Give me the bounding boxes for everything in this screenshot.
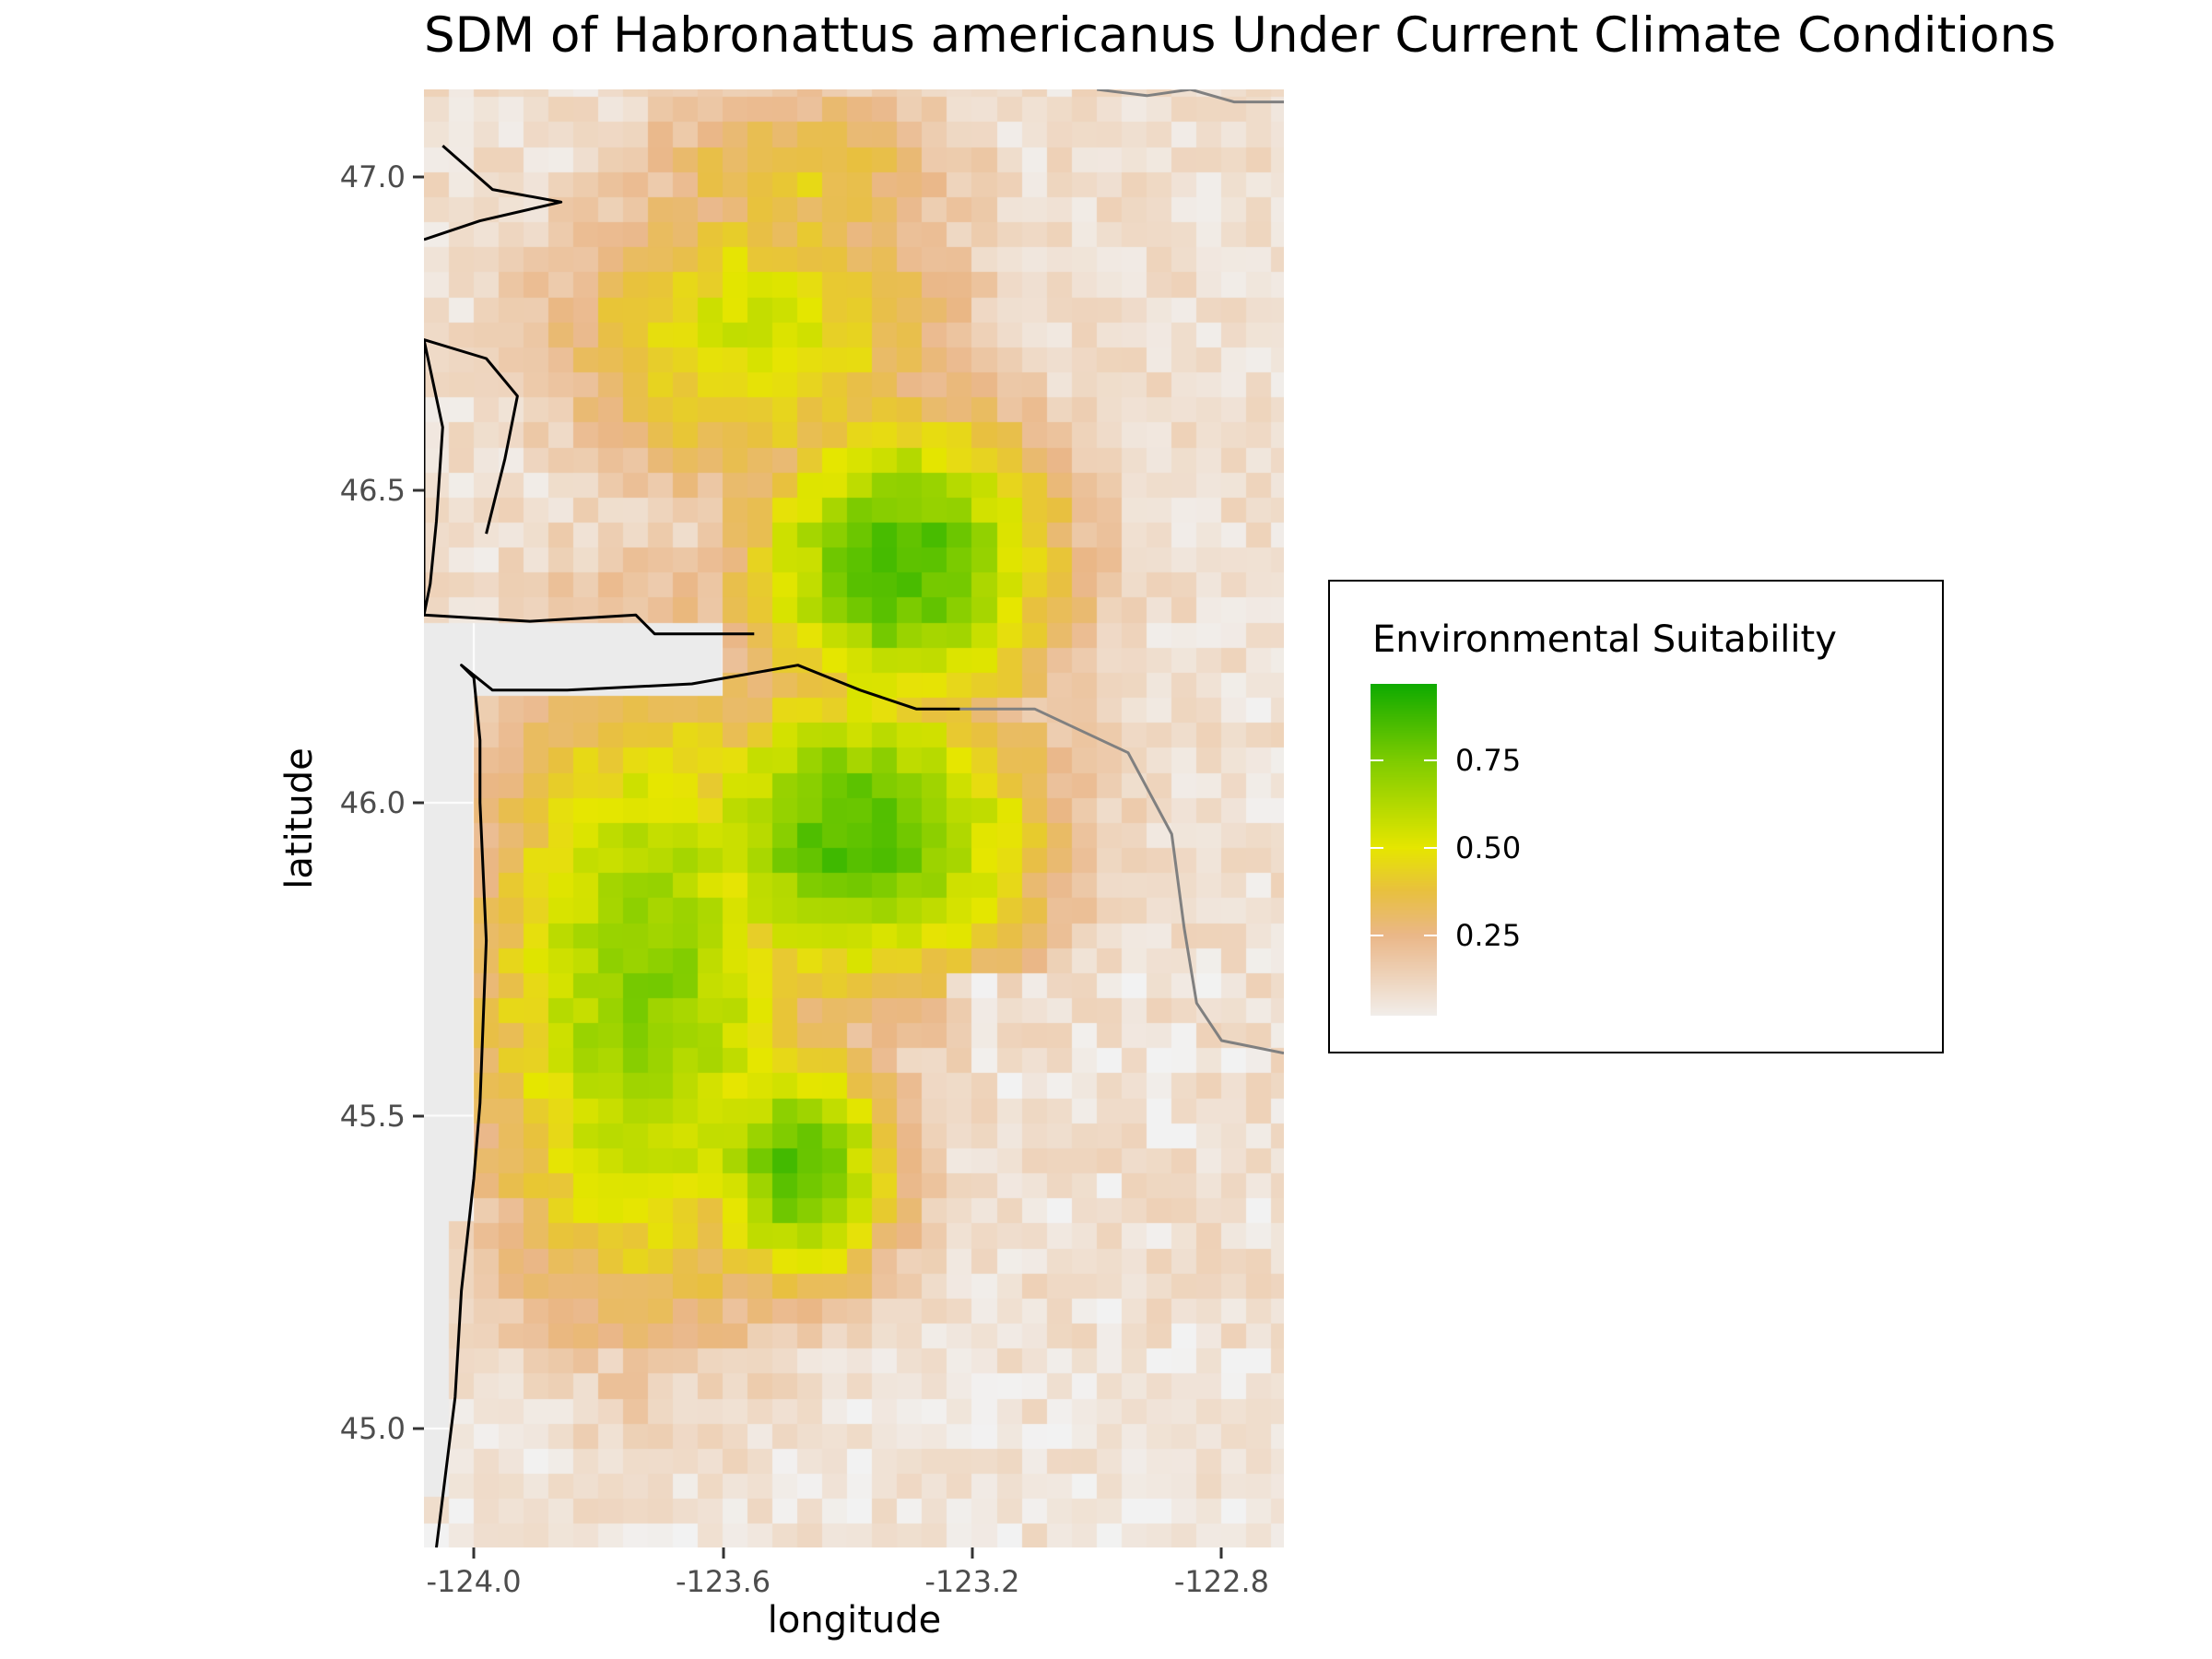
grays-harbor-line <box>424 144 563 241</box>
x-tick-label: -123.6 <box>675 1564 771 1599</box>
coastline <box>435 664 960 1547</box>
x-tick-mark <box>1219 1547 1223 1559</box>
river-shoreline <box>959 707 1284 1055</box>
y-tick-mark <box>413 1427 424 1430</box>
legend-tick-mark <box>1371 934 1383 936</box>
y-tick-label: 46.0 <box>339 785 406 821</box>
x-tick-label: -124.0 <box>426 1564 522 1599</box>
y-tick-label: 45.0 <box>339 1410 406 1446</box>
legend-tick-mark <box>1424 934 1437 936</box>
legend-tick-mark <box>1424 759 1437 762</box>
y-tick-mark <box>413 1114 424 1117</box>
y-tick-label: 45.5 <box>339 1098 406 1134</box>
north-shore-line <box>424 613 755 636</box>
suitability-raster <box>424 89 1284 1547</box>
plot-title: SDM of Habronattus americanus Under Curr… <box>424 7 2056 64</box>
legend-tick-mark <box>1424 847 1437 850</box>
y-tick-mark <box>413 175 424 179</box>
legend-title: Environmental Suitability <box>1372 618 1837 661</box>
north-shoreline <box>1097 89 1284 104</box>
x-tick-mark <box>971 1547 974 1559</box>
legend-tick-label: 0.25 <box>1455 917 1522 953</box>
y-tick-mark <box>413 801 424 805</box>
y-axis-title: latitude <box>278 747 321 889</box>
map-panel <box>424 89 1284 1547</box>
legend-colorbar <box>1371 684 1437 1016</box>
y-tick-label: 46.5 <box>339 472 406 508</box>
x-tick-mark <box>472 1547 476 1559</box>
x-axis-title: longitude <box>767 1599 942 1641</box>
legend-tick-label: 0.75 <box>1455 743 1522 779</box>
coastline-layer <box>424 89 1284 1547</box>
x-tick-label: -123.2 <box>924 1564 1020 1599</box>
legend-tick-mark <box>1371 759 1383 762</box>
y-tick-label: 47.0 <box>339 159 406 195</box>
legend: Environmental Suitability 0.75 0.50 0.25 <box>1328 580 1944 1053</box>
y-tick-mark <box>413 488 424 492</box>
legend-tick-label: 0.50 <box>1455 830 1522 866</box>
x-tick-label: -122.8 <box>1173 1564 1269 1599</box>
x-tick-mark <box>722 1547 725 1559</box>
legend-tick-mark <box>1371 847 1383 850</box>
willapa-bay-line <box>424 338 519 617</box>
